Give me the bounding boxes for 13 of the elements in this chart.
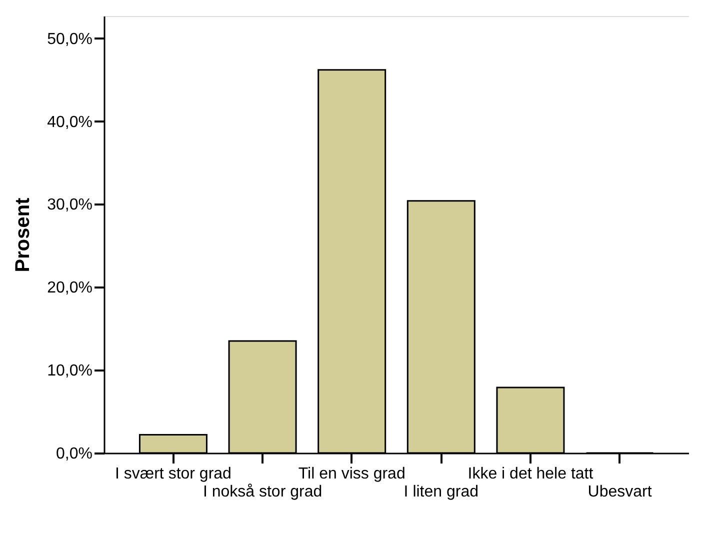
y-tick-label: 30,0% — [47, 196, 92, 214]
x-tick-label: Til en viss grad — [298, 466, 406, 482]
y-tick-label: 40,0% — [47, 114, 92, 131]
x-tick-label: I nokså stor grad — [202, 484, 322, 500]
x-tick-label: I liten grad — [404, 484, 479, 500]
x-tick-label: Ubesvart — [588, 484, 652, 500]
y-tick-label: 10,0% — [47, 362, 92, 380]
y-tick-label: 20,0% — [47, 280, 92, 297]
y-axis-title: Prosent — [12, 197, 34, 272]
y-tick-label: 0,0% — [56, 446, 92, 462]
x-tick-label: Ikke i det hele tatt — [468, 466, 594, 482]
y-tick-label: 50,0% — [47, 30, 92, 48]
x-tick-label: I svært stor grad — [114, 466, 232, 482]
